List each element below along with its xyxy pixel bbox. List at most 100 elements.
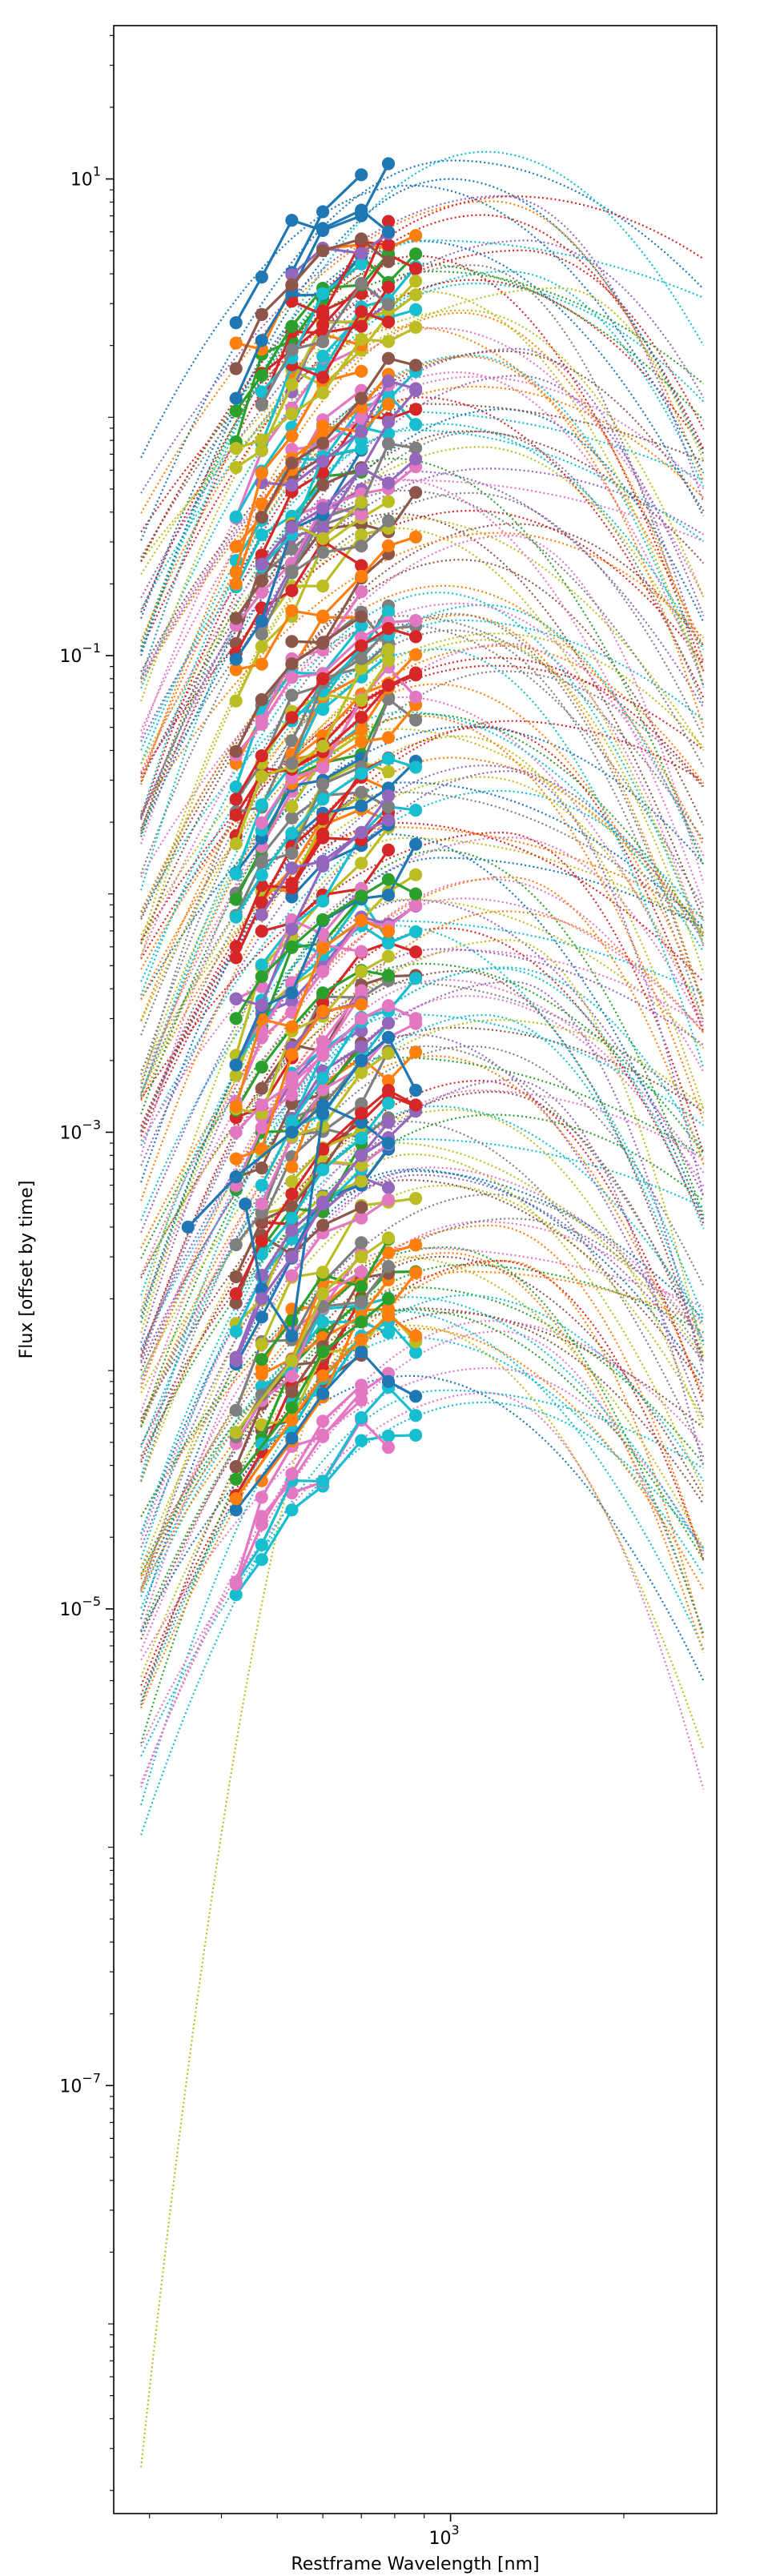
data-point bbox=[229, 1354, 243, 1367]
observed-line bbox=[235, 1050, 390, 1246]
data-point bbox=[408, 713, 423, 727]
data-point bbox=[381, 752, 396, 765]
data-point bbox=[381, 1326, 396, 1340]
data-point bbox=[316, 894, 330, 908]
data-point bbox=[255, 998, 268, 1013]
data-point bbox=[408, 1083, 423, 1097]
fit-curve-70 bbox=[140, 837, 704, 1312]
data-point bbox=[285, 520, 299, 534]
data-point bbox=[355, 984, 368, 997]
data-point bbox=[381, 937, 396, 950]
fit-curve-158 bbox=[140, 200, 705, 514]
data-point bbox=[316, 1005, 330, 1018]
data-point bbox=[255, 769, 268, 784]
data-point bbox=[408, 441, 423, 455]
data-point bbox=[229, 316, 243, 330]
fit-curve-101 bbox=[140, 619, 705, 1097]
data-point bbox=[316, 1035, 330, 1049]
observed-line bbox=[291, 520, 390, 574]
data-point bbox=[285, 1250, 299, 1264]
data-point bbox=[285, 319, 299, 333]
fit-curve-18 bbox=[140, 1270, 704, 1580]
data-point bbox=[229, 694, 243, 708]
data-point bbox=[355, 639, 368, 652]
data-point bbox=[255, 1081, 268, 1095]
fit-curve-83 bbox=[140, 791, 705, 1093]
data-point bbox=[355, 1280, 368, 1294]
data-point bbox=[381, 813, 396, 827]
data-point bbox=[229, 992, 243, 1005]
data-point bbox=[355, 391, 368, 405]
data-point bbox=[285, 688, 299, 702]
data-point bbox=[408, 666, 423, 680]
observed-line bbox=[291, 824, 389, 898]
data-point bbox=[285, 1413, 299, 1427]
data-point bbox=[355, 1345, 368, 1358]
fit-curve-113 bbox=[140, 612, 705, 1075]
fit-curve-46 bbox=[140, 1056, 704, 1428]
data-point bbox=[355, 1265, 368, 1278]
data-point bbox=[229, 1100, 243, 1113]
fit-curve-103 bbox=[140, 614, 705, 1021]
y-tick-label: 10−5 bbox=[59, 1594, 101, 1620]
data-point bbox=[316, 792, 330, 806]
observed-series-171 bbox=[229, 1309, 423, 1506]
fit-curve-27 bbox=[140, 1220, 705, 1651]
data-point bbox=[408, 1191, 423, 1206]
y-tick-label: 101 bbox=[70, 164, 101, 191]
observed-line bbox=[235, 1121, 390, 1362]
data-point bbox=[181, 1220, 195, 1234]
data-point bbox=[355, 1131, 368, 1146]
fit-curve-54 bbox=[140, 966, 705, 1350]
observed-series-173 bbox=[229, 1231, 396, 1439]
data-point bbox=[229, 808, 243, 822]
data-point bbox=[355, 610, 368, 624]
data-point bbox=[408, 945, 423, 959]
data-point bbox=[355, 1315, 368, 1329]
fit-curve-114 bbox=[140, 512, 705, 921]
data-point bbox=[408, 887, 423, 901]
data-point bbox=[229, 951, 243, 965]
data-point bbox=[316, 455, 330, 468]
data-point bbox=[229, 652, 243, 666]
fit-curve-7 bbox=[140, 1320, 705, 1788]
data-point bbox=[355, 319, 368, 333]
data-point bbox=[285, 1269, 299, 1282]
data-point bbox=[255, 528, 268, 542]
data-point bbox=[381, 397, 396, 411]
observed-series-183 bbox=[229, 232, 396, 375]
data-point bbox=[408, 803, 423, 817]
data-point bbox=[355, 528, 368, 542]
fit-curve-15 bbox=[140, 1296, 705, 1609]
data-point bbox=[255, 1353, 268, 1366]
observed-line bbox=[291, 756, 389, 885]
observed-series-162 bbox=[229, 320, 423, 455]
data-point bbox=[255, 640, 268, 653]
data-point bbox=[316, 1163, 330, 1177]
data-point bbox=[381, 1115, 396, 1130]
data-point bbox=[355, 463, 368, 476]
data-point bbox=[229, 1170, 243, 1184]
observed-line bbox=[291, 1021, 390, 1121]
data-point bbox=[229, 565, 243, 579]
data-point bbox=[316, 1049, 330, 1062]
data-point bbox=[381, 315, 396, 329]
data-point bbox=[255, 1197, 268, 1210]
data-point bbox=[316, 913, 330, 927]
fit-curve-85 bbox=[140, 720, 704, 1137]
data-point bbox=[408, 1045, 423, 1059]
data-point bbox=[316, 812, 330, 826]
fit-curve-47 bbox=[140, 1078, 705, 1548]
data-point bbox=[255, 1474, 268, 1487]
fit-curve-174 bbox=[140, 150, 705, 680]
data-point bbox=[381, 1016, 396, 1030]
data-point bbox=[355, 1053, 368, 1067]
data-point bbox=[355, 168, 368, 182]
fit-curve-140 bbox=[140, 355, 705, 779]
data-point bbox=[285, 671, 299, 684]
fit-curve-51 bbox=[140, 1013, 705, 1448]
data-point bbox=[285, 1088, 299, 1101]
data-point bbox=[355, 1149, 368, 1162]
data-point bbox=[229, 1125, 243, 1139]
data-point bbox=[316, 349, 330, 363]
